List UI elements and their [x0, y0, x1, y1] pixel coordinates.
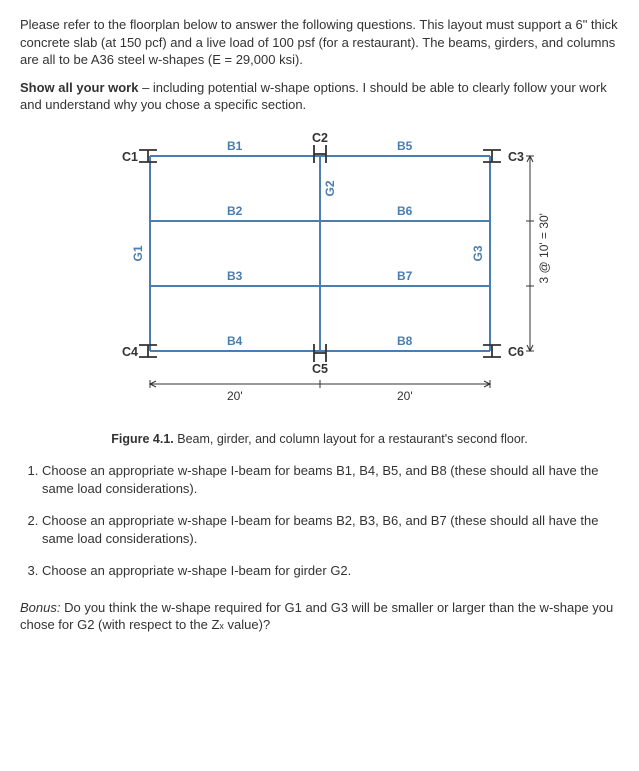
bonus-text: Bonus: Do you think the w-shape required…: [20, 599, 619, 634]
svg-text:C4: C4: [122, 345, 138, 359]
figure-caption: Figure 4.1. Beam, girder, and column lay…: [20, 432, 619, 446]
question-1: Choose an appropriate w-shape I-beam for…: [42, 462, 619, 498]
bonus-lead: Bonus:: [20, 600, 60, 615]
svg-text:B7: B7: [397, 269, 413, 283]
question-2: Choose an appropriate w-shape I-beam for…: [42, 512, 619, 548]
svg-text:B4: B4: [227, 334, 243, 348]
svg-text:B2: B2: [227, 204, 243, 218]
svg-text:B3: B3: [227, 269, 243, 283]
svg-text:C1: C1: [122, 150, 138, 164]
bonus-rest-a: Do you think the w-shape required for G1…: [20, 600, 613, 633]
svg-text:20': 20': [397, 389, 413, 403]
svg-text:C3: C3: [508, 150, 524, 164]
svg-text:B5: B5: [397, 139, 413, 153]
svg-text:G3: G3: [471, 245, 485, 261]
show-work-bold: Show all your work: [20, 80, 138, 95]
svg-text:B6: B6: [397, 204, 413, 218]
questions-list: Choose an appropriate w-shape I-beam for…: [20, 462, 619, 581]
caption-rest: Beam, girder, and column layout for a re…: [174, 432, 528, 446]
show-work: Show all your work – including potential…: [20, 79, 619, 114]
bonus-rest-b: value)?: [224, 617, 270, 632]
caption-bold: Figure 4.1.: [111, 432, 174, 446]
svg-text:C2: C2: [312, 131, 328, 145]
svg-text:G1: G1: [131, 245, 145, 261]
floorplan-diagram: C1 C2 C3 C4 C5 C6 B1 B2 B3 B4 B5 B6 B7 B8 G1 G2 G3 3 @ 10…: [20, 126, 619, 426]
question-3: Choose an appropriate w-shape I-beam for…: [42, 562, 619, 580]
svg-text:G2: G2: [323, 180, 337, 196]
svg-text:B1: B1: [227, 139, 243, 153]
svg-text:20': 20': [227, 389, 243, 403]
svg-text:B8: B8: [397, 334, 413, 348]
svg-text:C6: C6: [508, 345, 524, 359]
svg-text:C5: C5: [312, 362, 328, 376]
svg-text:3 @ 10' = 30': 3 @ 10' = 30': [537, 213, 551, 283]
intro-text: Please refer to the floorplan below to a…: [20, 16, 619, 69]
